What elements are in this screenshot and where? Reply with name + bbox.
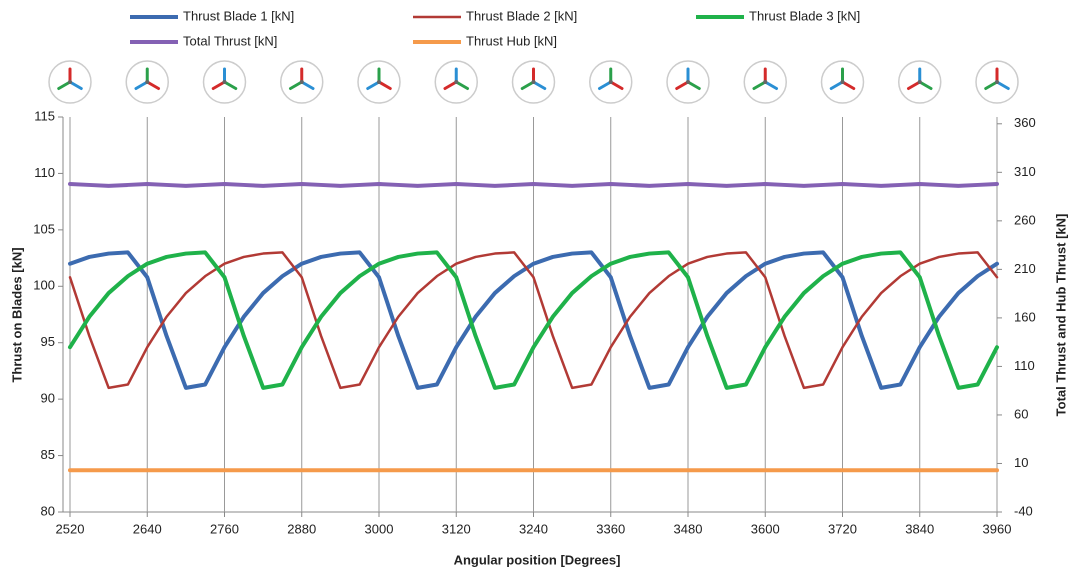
series-line — [68, 251, 999, 390]
x-axis-title: Angular position [Degrees] — [454, 552, 621, 567]
y2-tick-label: 110 — [1014, 358, 1035, 373]
turbine-icon — [125, 60, 169, 104]
icon-blade — [841, 80, 856, 90]
icon-hub — [68, 80, 72, 84]
turbine-icon — [357, 60, 401, 104]
icon-hub — [917, 80, 922, 84]
turbine-icon — [511, 60, 556, 104]
icon-blade — [906, 80, 922, 90]
y2-tick-label: 160 — [1014, 309, 1036, 324]
icon-blade — [68, 80, 83, 90]
turbine-icon — [975, 60, 1019, 104]
y-tick-label: 115 — [34, 108, 55, 123]
icon-hub — [686, 80, 690, 84]
icon-blade — [211, 80, 226, 90]
icon-hub — [608, 80, 613, 84]
legend-label: Total Thrust [kN] — [183, 33, 277, 48]
series-line — [68, 250, 999, 390]
y-tick-label: 90 — [41, 391, 55, 406]
x-tick-label: 3840 — [905, 521, 934, 536]
y-tick-label: 85 — [41, 447, 55, 462]
icon-hub — [763, 80, 768, 84]
turbine-icon — [743, 60, 787, 104]
series-line — [68, 250, 999, 390]
legend-label: Thrust Blade 3 [kN] — [749, 8, 860, 23]
icon-blade — [995, 80, 1010, 90]
y-tick-label: 110 — [34, 165, 55, 180]
icon-hub — [454, 80, 459, 84]
x-tick-label: 3000 — [365, 521, 394, 536]
icon-blade — [520, 80, 535, 90]
turbine-icon — [820, 60, 865, 104]
x-tick-label: 3240 — [519, 521, 548, 536]
legend-label: Thrust Hub [kN] — [466, 33, 557, 48]
icon-blade — [532, 80, 547, 90]
y2-tick-label: 260 — [1014, 212, 1036, 227]
icon-hub — [377, 80, 381, 84]
icon-blade — [57, 80, 72, 90]
y-tick-label: 95 — [41, 334, 55, 349]
icon-blade — [829, 80, 844, 90]
series-line — [68, 181, 999, 188]
icon-blade — [145, 80, 161, 90]
icon-hub — [145, 80, 150, 84]
icon-blade — [288, 80, 304, 90]
turbine-icon — [434, 60, 478, 104]
icon-blade — [752, 80, 767, 90]
x-tick-label: 2640 — [133, 521, 162, 536]
y2-tick-label: 310 — [1014, 164, 1036, 179]
y2-tick-label: 60 — [1014, 406, 1028, 421]
icon-blade — [984, 80, 999, 90]
turbine-icon — [666, 60, 710, 104]
y2-tick-label: -40 — [1014, 503, 1033, 518]
icon-blade — [763, 80, 779, 90]
y-tick-label: 105 — [33, 221, 55, 236]
y-axis-title: Thrust on Blades [kN] — [9, 247, 24, 382]
turbine-icon — [280, 60, 324, 104]
y2-axis-title: Total Thrust and Hub Thrust [kN] — [1053, 214, 1068, 417]
icon-hub — [840, 80, 845, 84]
x-tick-label: 3720 — [828, 521, 857, 536]
x-tick-label: 3960 — [983, 521, 1012, 536]
icon-blade — [918, 80, 933, 90]
turbine-icon — [589, 60, 633, 104]
x-tick-label: 3600 — [751, 521, 780, 536]
icon-hub — [299, 80, 304, 84]
x-tick-label: 2760 — [210, 521, 239, 536]
x-tick-label: 2880 — [287, 521, 316, 536]
icon-hub — [222, 80, 227, 84]
turbine-icon — [202, 60, 247, 104]
icon-blade — [609, 80, 624, 90]
turbine-icon — [48, 60, 92, 104]
x-tick-label: 3120 — [442, 521, 471, 536]
icon-blade — [377, 80, 392, 90]
y2-tick-label: 10 — [1014, 455, 1028, 470]
icon-blade — [443, 80, 458, 90]
legend-label: Thrust Blade 1 [kN] — [183, 8, 294, 23]
y-tick-label: 100 — [33, 278, 55, 293]
icon-blade — [223, 80, 238, 90]
x-tick-label: 3360 — [596, 521, 625, 536]
icon-blade — [134, 80, 149, 90]
icon-hub — [995, 80, 999, 84]
icon-blade — [597, 80, 613, 90]
x-tick-label: 3480 — [674, 521, 703, 536]
icon-blade — [686, 80, 701, 90]
icon-blade — [366, 80, 381, 90]
y2-tick-label: 210 — [1014, 261, 1036, 276]
y-tick-label: 80 — [41, 503, 55, 518]
y2-tick-label: 360 — [1014, 115, 1036, 130]
icon-blade — [454, 80, 470, 90]
turbine-icon — [898, 60, 942, 104]
icon-blade — [300, 80, 315, 90]
x-tick-label: 2520 — [56, 521, 85, 536]
icon-hub — [531, 80, 536, 84]
legend-label: Thrust Blade 2 [kN] — [466, 8, 577, 23]
icon-blade — [675, 80, 690, 90]
